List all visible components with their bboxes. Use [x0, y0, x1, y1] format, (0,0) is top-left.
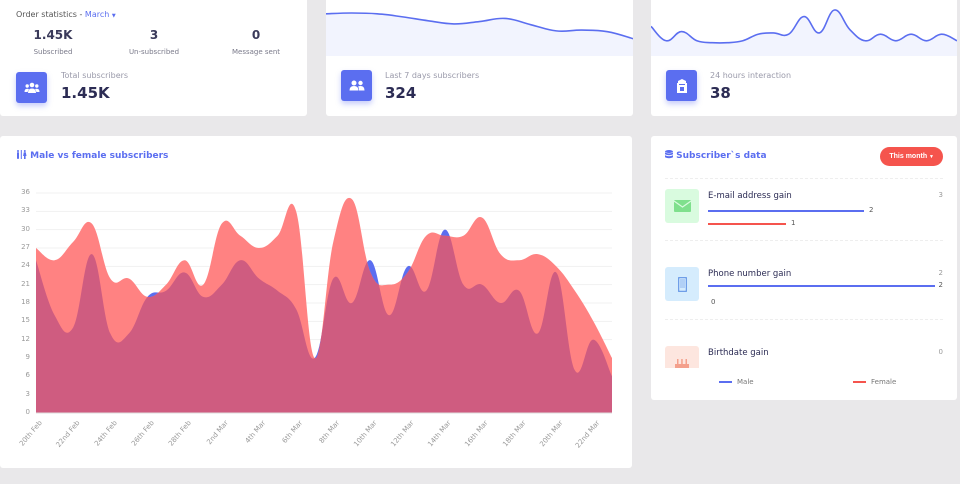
gender-chart-title-text: Male vs female subscribers [30, 151, 169, 161]
y-tick-label: 27 [21, 243, 30, 251]
total-subscribers-value: 1.45K [61, 84, 110, 102]
user-friends-icon [341, 70, 372, 101]
female-bar [708, 223, 786, 225]
order-statistics-card: Order statistics - March ▼ 1.45K Subscri… [0, 0, 307, 116]
y-tick-label: 36 [21, 188, 30, 196]
legend-male[interactable]: Male [719, 378, 754, 386]
male-count: 2 [869, 206, 874, 214]
item-total: 2 [938, 269, 943, 277]
divider [665, 319, 943, 320]
y-tick-label: 12 [21, 334, 30, 343]
interaction-value: 38 [710, 84, 731, 102]
stat-value: 3 [149, 28, 159, 42]
stat-subscribed: 1.45K Subscribed [3, 28, 103, 56]
last-7-days-card: Last 7 days subscribers 324 [326, 0, 633, 116]
weekly-sparkline [326, 12, 633, 56]
caret-down-icon: ▼ [929, 153, 934, 160]
y-tick-label: 0 [25, 408, 30, 416]
users-icon [16, 72, 47, 103]
female-count: 0 [711, 298, 716, 306]
total-subscribers-label: Total subscribers [61, 71, 129, 80]
list-item-birthdate: Birthdate gain 0 [665, 346, 943, 368]
divider [665, 178, 943, 179]
order-statistics-label: Order statistics - [16, 10, 83, 19]
area-chart [36, 192, 612, 414]
subscriber-data-title-text: Subscriber`s data [676, 151, 767, 161]
sparkline-area [326, 13, 633, 56]
y-tick-label: 24 [21, 261, 30, 270]
database-icon [665, 150, 676, 161]
y-tick-label: 15 [21, 316, 30, 325]
mobile-icon [665, 267, 699, 301]
y-tick-label: 9 [25, 353, 30, 361]
this-month-dropdown[interactable]: This month ▼ [880, 147, 943, 166]
month-dropdown[interactable]: March ▼ [85, 10, 116, 19]
hourly-sparkline [651, 9, 957, 56]
stat-value: 0 [251, 28, 261, 42]
male-female-icon [16, 150, 30, 161]
female-swatch [853, 381, 866, 383]
envelope-icon [665, 189, 699, 223]
weekly-subscribers-value: 324 [385, 84, 417, 102]
male-bar [708, 285, 935, 287]
subscriber-data-card: Subscriber`s data This month ▼ E-mail ad… [651, 136, 957, 400]
sparkline-line [651, 9, 957, 44]
divider [665, 240, 943, 241]
subscriber-data-title: Subscriber`s data [665, 150, 767, 161]
gender-chart-title: Male vs female subscribers [16, 150, 168, 161]
y-tick-label: 18 [21, 298, 30, 306]
item-name: E-mail address gain [708, 191, 792, 201]
y-tick-label: 33 [21, 206, 30, 215]
sparkline-area [651, 9, 957, 56]
list-item-phone: Phone number gain 2 2 0 [665, 267, 943, 307]
y-tick-label: 3 [25, 389, 30, 398]
item-total: 3 [938, 191, 943, 199]
stat-label: Subscribed [33, 48, 73, 56]
y-tick-label: 30 [21, 224, 30, 233]
caret-down-icon: ▼ [111, 13, 116, 19]
y-tick-label: 6 [25, 371, 30, 380]
stat-label: Un-subscribed [128, 48, 180, 56]
female-count: 1 [791, 219, 796, 227]
item-name: Birthdate gain [708, 348, 769, 358]
legend-label: Male [737, 378, 754, 386]
stat-label: Message sent [231, 48, 281, 56]
list-item-email: E-mail address gain 3 2 1 [665, 189, 943, 229]
y-tick-label: 21 [21, 279, 30, 288]
item-total: 0 [938, 348, 943, 356]
male-swatch [719, 381, 732, 383]
this-month-label: This month [889, 153, 928, 160]
legend-label: Female [871, 378, 897, 386]
weekly-subscribers-label: Last 7 days subscribers [385, 71, 480, 80]
overlap-area [36, 229, 612, 413]
interaction-label: 24 hours interaction [710, 71, 792, 80]
building-icon [666, 70, 697, 101]
month-dropdown-label: March [84, 10, 110, 19]
stat-message-sent: 0 Message sent [206, 28, 306, 56]
legend-female[interactable]: Female [853, 378, 896, 386]
male-bar [708, 210, 864, 212]
stat-value: 1.45K [33, 28, 73, 42]
order-statistics-title: Order statistics - March ▼ [16, 10, 116, 19]
sparkline-line [326, 12, 633, 40]
gender-chart-card: Male vs female subscribers 0 3 6 9 12 15 18 21 2… [0, 136, 632, 468]
birthday-cake-icon [665, 346, 699, 368]
24-hours-card: 24 hours interaction 38 [651, 0, 957, 116]
male-count: 2 [938, 281, 943, 289]
item-name: Phone number gain [708, 269, 792, 279]
stat-unsubscribed: 3 Un-subscribed [104, 28, 204, 56]
